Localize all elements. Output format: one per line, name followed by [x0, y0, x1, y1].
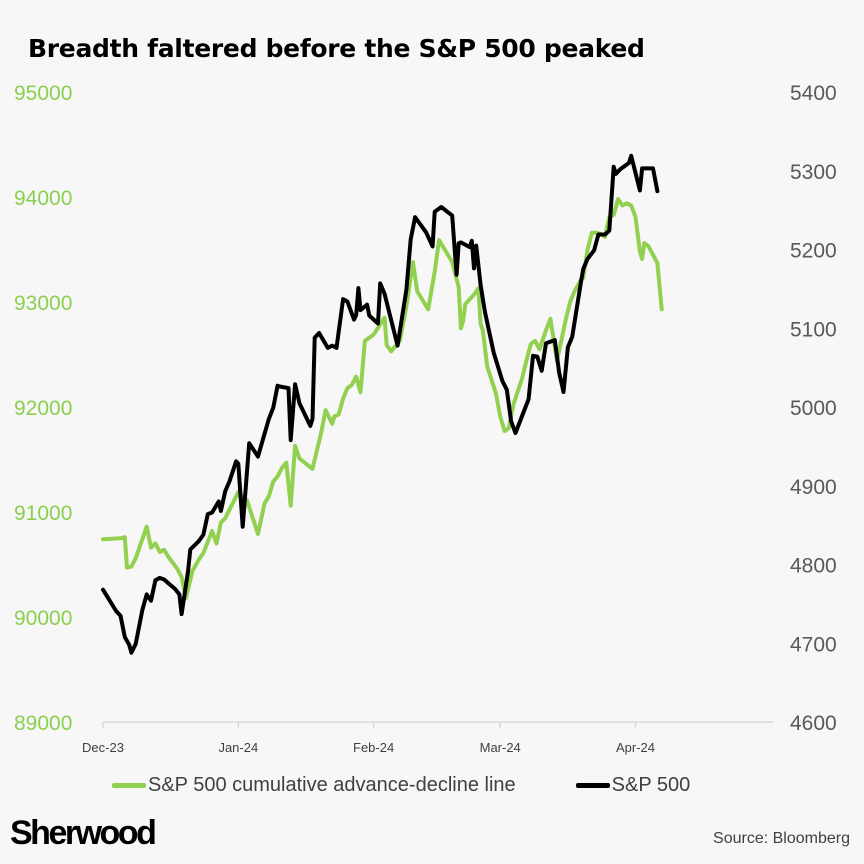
left-tick-label: 91000: [14, 502, 72, 525]
series-lines: [101, 153, 664, 655]
chart-title: Breadth faltered before the S&P 500 peak…: [28, 34, 645, 63]
left-tick-label: 95000: [14, 82, 72, 105]
x-tick-label: Feb-24: [353, 740, 394, 755]
legend-label-spx: S&P 500: [611, 774, 691, 796]
right-tick-label: 5400: [790, 82, 837, 105]
right-tick-label: 4700: [790, 633, 837, 656]
x-axis-ticks: Dec-23 Jan-24 Feb-24 Mar-24 Apr-24: [82, 722, 655, 755]
legend-item-spx: S&P 500: [575, 774, 691, 797]
right-tick-label: 5000: [790, 397, 837, 420]
left-tick-label: 94000: [14, 187, 72, 210]
legend: S&P 500 cumulative advance-decline line …: [112, 774, 750, 797]
series-line-spx: [101, 153, 660, 655]
x-tick-label: Dec-23: [82, 740, 124, 755]
left-tick-label: 92000: [14, 397, 72, 420]
right-axis-ticks: 4600 4700 4800 4900 5000 5100 5200 5300 5400: [790, 82, 837, 735]
right-tick-label: 4800: [790, 555, 837, 578]
source-note: Source: Bloomberg: [713, 830, 850, 847]
left-tick-label: 90000: [14, 607, 72, 630]
left-tick-label: 93000: [14, 292, 72, 315]
legend-label-ad-line: S&P 500 cumulative advance-decline line: [148, 774, 516, 796]
series-line-ad-line: [101, 197, 664, 601]
left-axis-ticks: 89000 90000 91000 92000 93000 94000 95000: [14, 82, 72, 735]
brand-logo: Sherwood: [10, 814, 157, 852]
right-tick-label: 4900: [790, 476, 837, 499]
x-tick-label: Jan-24: [218, 740, 258, 755]
legend-swatch-spx: [575, 783, 610, 788]
legend-swatch-ad-line: [112, 783, 146, 788]
right-tick-label: 4600: [790, 712, 837, 735]
legend-item-ad-line: S&P 500 cumulative advance-decline line: [112, 774, 516, 797]
x-tick-label: Mar-24: [480, 740, 521, 755]
x-tick-label: Apr-24: [616, 740, 655, 755]
right-tick-label: 5300: [790, 161, 837, 184]
right-tick-label: 5100: [790, 318, 837, 341]
left-tick-label: 89000: [14, 712, 72, 735]
right-tick-label: 5200: [790, 240, 837, 263]
